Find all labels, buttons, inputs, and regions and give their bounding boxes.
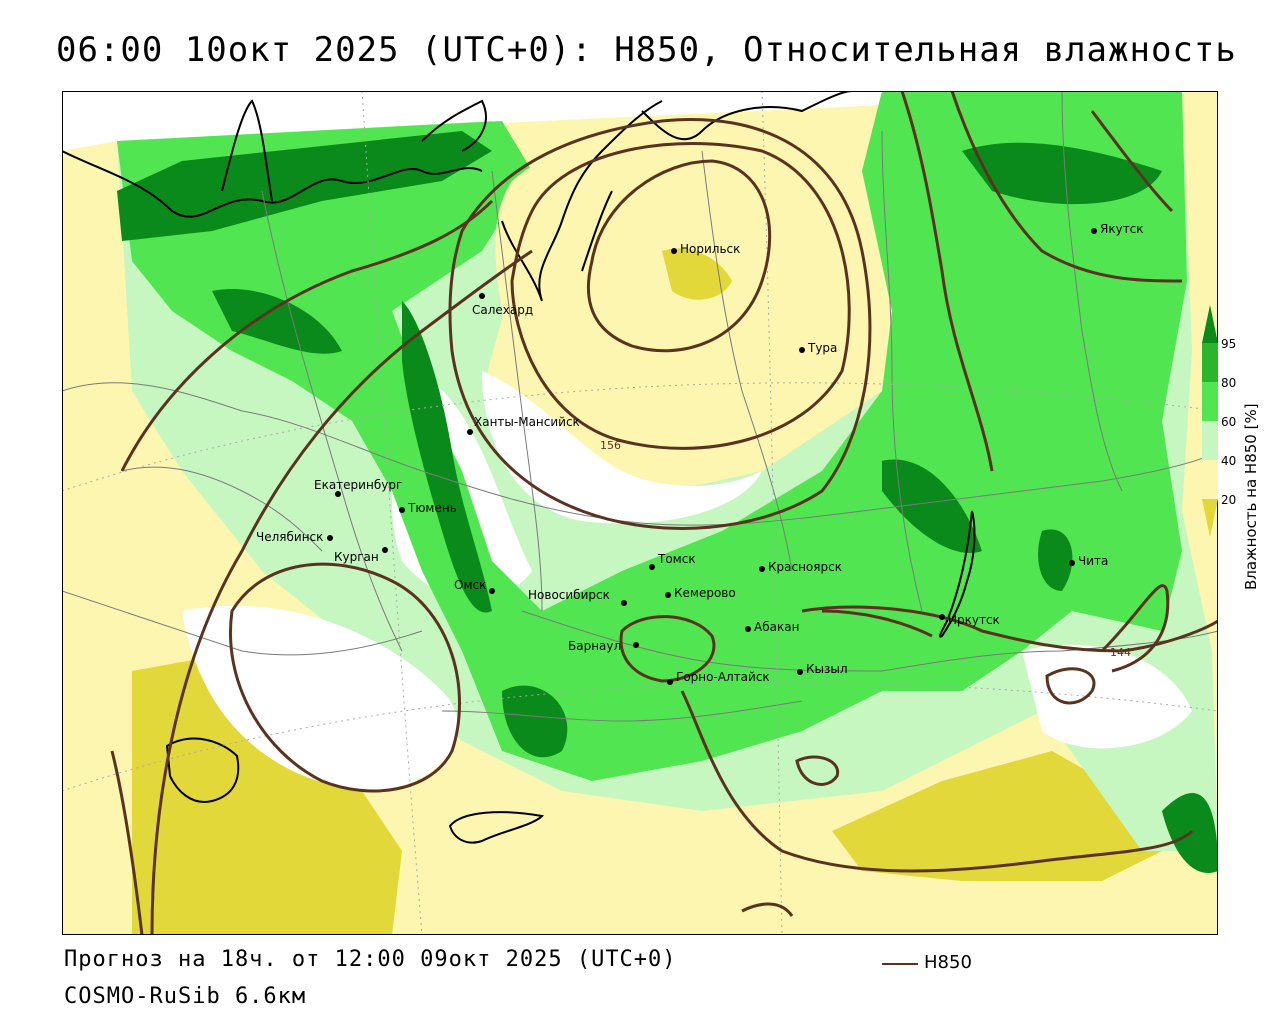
- contour-northeast: [900, 91, 994, 472]
- colorbar-segment-20-40: [1202, 460, 1218, 499]
- city-dot-yakutsk: [1091, 228, 1097, 234]
- colorbar-title: Влажность на H850 [%]: [1242, 403, 1260, 590]
- city-label-omsk: Омск: [454, 578, 486, 592]
- city-label-yakutsk: Якутск: [1100, 222, 1144, 236]
- city-label-krasnoyarsk: Красноярск: [768, 560, 842, 574]
- city-dot-kyzyl: [797, 669, 803, 675]
- contour-se-loop: [1045, 667, 1096, 705]
- city-label-kurgan: Курган: [334, 550, 379, 564]
- contour-label-144: 144: [1110, 646, 1131, 659]
- contour-central: [680, 690, 1194, 873]
- city-label-barnaul: Барнаул: [568, 639, 621, 653]
- map-title: 06:00 10окт 2025 (UTC+0): H850, Относите…: [56, 30, 1237, 70]
- model-name: COSMO-RuSib 6.6км: [64, 984, 307, 1009]
- city-label-tura: Тура: [807, 341, 837, 355]
- city-label-abakan: Абакан: [754, 620, 799, 634]
- colorbar-bottom-arrow: [1202, 499, 1218, 537]
- city-dot-ekaterinburg: [335, 491, 341, 497]
- city-dot-chelyabinsk: [327, 535, 333, 541]
- contour-south-small: [741, 902, 794, 917]
- colorbar-top-arrow: [1202, 305, 1218, 343]
- colorbar-tick-40: 40: [1221, 454, 1237, 468]
- humidity-field-green: [117, 91, 1187, 781]
- city-label-irkutsk: Иркутск: [948, 613, 1000, 627]
- city-dot-irkutsk: [939, 614, 945, 620]
- contour-156: [448, 118, 872, 530]
- city-dot-chita: [1069, 560, 1075, 566]
- city-label-norilsk: Норильск: [680, 242, 740, 256]
- contour-norilsk-outer: [510, 142, 851, 450]
- city-label-ekaterinburg: Екатеринбург: [314, 478, 402, 492]
- colorbar-segment-80-95: [1202, 343, 1218, 382]
- h850-legend-label: H850: [924, 952, 972, 973]
- city-dot-abakan: [745, 626, 751, 632]
- city-dot-tomsk: [649, 564, 655, 570]
- city-markers: Норильск Якутск Салехард Тура Ханты-Манс…: [256, 222, 1144, 685]
- city-dot-salekhard: [479, 293, 485, 299]
- city-dot-omsk: [489, 588, 495, 594]
- coastlines: [62, 91, 976, 844]
- city-label-gorno-altaysk: Горно-Алтайск: [676, 670, 770, 684]
- colorbar-tick-20: 20: [1221, 493, 1237, 507]
- city-label-salekhard: Салехард: [472, 303, 533, 317]
- colorbar-segment-40-60: [1202, 421, 1218, 460]
- city-label-chita: Чита: [1078, 554, 1108, 568]
- city-label-khanty-mansiysk: Ханты-Мансийск: [474, 415, 580, 429]
- contour-east: [801, 605, 1218, 653]
- colorbar-tick-60: 60: [1221, 415, 1237, 429]
- colorbar-tick-80: 80: [1221, 376, 1237, 390]
- contour-label-156: 156: [600, 439, 621, 452]
- contour-barnaul: [619, 615, 716, 683]
- city-label-kemerovo: Кемерово: [674, 586, 736, 600]
- contour-east-144: [1100, 584, 1170, 673]
- contour-yakutia: [950, 91, 1183, 283]
- city-dot-kemerovo: [665, 592, 671, 598]
- h850-legend-line: [882, 963, 918, 965]
- colorbar-tick-95: 95: [1221, 337, 1237, 351]
- city-dot-khanty-mansiysk: [467, 429, 473, 435]
- contour-norilsk-inner: [586, 159, 772, 353]
- city-dot-barnaul: [633, 642, 639, 648]
- humidity-field-yellow-norilsk-core: [662, 248, 732, 300]
- humidity-field-dark-yellow-se: [832, 751, 1162, 881]
- city-dot-krasnoyarsk: [759, 566, 765, 572]
- city-dot-tura: [799, 347, 805, 353]
- humidity-colorbar: [1202, 305, 1218, 537]
- city-label-novosibirsk: Новосибирск: [528, 588, 610, 602]
- contour-sw-far: [110, 750, 144, 935]
- city-dot-tyumen: [399, 507, 405, 513]
- forecast-info: Прогноз на 18ч. от 12:00 09окт 2025 (UTC…: [64, 947, 677, 972]
- humidity-field-white-west-siberia: [482, 371, 762, 524]
- humidity-field-dark-yellow-sw: [132, 651, 402, 935]
- city-label-tomsk: Томск: [657, 552, 696, 566]
- graticule: [62, 91, 1218, 935]
- city-dot-novosibirsk: [621, 600, 627, 606]
- weather-map: 156 144 Норильск Якутск Салехард Тура Ха…: [62, 91, 1218, 935]
- city-label-kyzyl: Кызыл: [806, 662, 848, 676]
- city-dot-norilsk: [671, 248, 677, 254]
- city-label-chelyabinsk: Челябинск: [256, 530, 323, 544]
- contour-irkutsk: [821, 609, 933, 638]
- contour-yakutia-2: [1090, 110, 1174, 213]
- h850-contours: [110, 91, 1218, 935]
- contour-west: [120, 199, 494, 472]
- city-label-tyumen: Тюмень: [407, 501, 457, 515]
- city-dot-gorno-altaysk: [667, 679, 673, 685]
- city-dot-kurgan: [382, 547, 388, 553]
- map-frame: [62, 91, 1218, 935]
- contour-south-loop: [229, 562, 461, 793]
- contour-west-2: [150, 249, 533, 935]
- humidity-field-dark-green: [117, 131, 1218, 873]
- contour-small-loop: [795, 755, 840, 786]
- colorbar-segment-60-80: [1202, 382, 1218, 421]
- admin-borders: [62, 91, 1218, 722]
